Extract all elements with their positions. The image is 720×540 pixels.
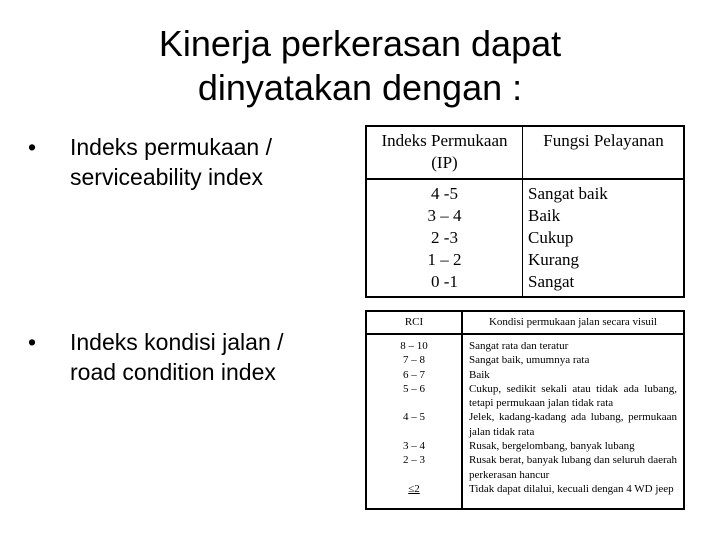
bullet-icon: •	[28, 134, 37, 160]
rci-cell: 5 – 6	[403, 382, 425, 395]
rci-cell: 4 – 5	[403, 411, 425, 424]
ip-cell: 2 -3	[431, 228, 458, 247]
fungsi-cell: Cukup	[528, 228, 574, 247]
ip-cell: 4 -5	[431, 184, 458, 203]
rci-cell: 8 – 10	[400, 340, 428, 352]
kondisi-cell: Tidak dapat dilalui, kecuali dengan 4 WD…	[469, 482, 674, 495]
header-fungsi: Fungsi Pelayanan	[543, 131, 664, 150]
table-row: 8 – 10 Sangat rata dan teratur	[367, 339, 683, 353]
kondisi-cell: Cukup, sedikit sekali atau tidak ada lub…	[469, 382, 677, 410]
slide-title: Kinerja perkerasan dapat dinyatakan deng…	[0, 22, 720, 110]
fungsi-cell: Baik	[528, 206, 561, 225]
kondisi-cell: Rusak berat, banyak lubang dan seluruh d…	[469, 454, 678, 481]
bullet-text: serviceability index	[70, 164, 264, 190]
bullet-rci: • Indeks kondisi jalan / road condition …	[28, 327, 284, 387]
header-ip: Indeks Permukaan (IP)	[367, 130, 522, 174]
table-row: 7 – 8 Sangat baik, umumnya rata	[367, 353, 683, 367]
column-divider	[522, 127, 523, 296]
header-rci: RCI	[404, 316, 424, 328]
table-row: ≤2 Tidak dapat dilalui, kecuali dengan 4 …	[367, 482, 683, 496]
kondisi-cell: Jelek, kadang-kadang ada lubang, permuka…	[469, 411, 677, 438]
rci-cell: 3 – 4	[403, 440, 425, 453]
kondisi-cell: Baik	[469, 368, 490, 381]
fungsi-cell: Kurang	[528, 250, 579, 269]
table-row: 6 – 7 Baik	[367, 368, 683, 382]
ip-cell: 1 – 2	[427, 250, 462, 269]
rci-cell: 7 – 8	[403, 354, 425, 367]
rci-table: RCI Kondisi permukaan jalan secara visui…	[365, 310, 685, 510]
kondisi-cell: Sangat baik, umumnya rata	[469, 354, 590, 367]
rci-cell: ≤2	[408, 482, 420, 495]
rci-rows: 8 – 10 Sangat rata dan teratur 7 – 8 Sanga…	[367, 339, 683, 496]
title-line: Kinerja perkerasan dapat	[158, 23, 562, 64]
bullet-icon: •	[28, 329, 37, 355]
fungsi-cell: Sangat baik	[528, 184, 608, 203]
fungsi-cell: Sangat	[528, 272, 575, 291]
header-divider	[367, 178, 683, 180]
ip-cell: 3 – 4	[427, 206, 462, 225]
title-line: dinyatakan dengan :	[197, 67, 523, 108]
kondisi-cell: Rusak, bergelombang, banyak lubang	[469, 440, 635, 453]
header-divider	[367, 333, 683, 335]
header-text: Indeks Permukaan	[381, 131, 508, 150]
header-text: (IP)	[431, 153, 458, 172]
bullet-text: Indeks kondisi jalan /	[70, 329, 284, 355]
ip-values: 4 -5 3 – 4 2 -3 1 – 2 0 -1	[367, 183, 522, 293]
bullet-serviceability: • Indeks permukaan / serviceability inde…	[28, 132, 272, 192]
bullet-text: Indeks permukaan /	[70, 134, 273, 160]
table-row: 3 – 4 Rusak, bergelombang, banyak lubang	[367, 439, 683, 453]
fungsi-values: Sangat baik Baik Cukup Kurang Sangat	[528, 183, 608, 293]
rci-cell: 2 – 3	[403, 454, 425, 467]
header-kondisi: Kondisi permukaan jalan secara visuil	[488, 316, 657, 328]
ip-table: Indeks Permukaan (IP) Fungsi Pelayanan 4…	[365, 125, 685, 298]
table-row: 2 – 3 Rusak berat, banyak lubang dan selu…	[367, 453, 683, 482]
column-divider	[461, 312, 463, 508]
ip-cell: 0 -1	[431, 272, 458, 291]
bullet-text: road condition index	[70, 359, 276, 385]
kondisi-cell: Sangat rata dan teratur	[469, 340, 569, 352]
table-row: 5 – 6 Cukup, sedikit sekali atau tidak ad…	[367, 382, 683, 411]
table-row: 4 – 5 Jelek, kadang-kadang ada lubang, pe…	[367, 410, 683, 439]
rci-cell: 6 – 7	[403, 368, 425, 381]
